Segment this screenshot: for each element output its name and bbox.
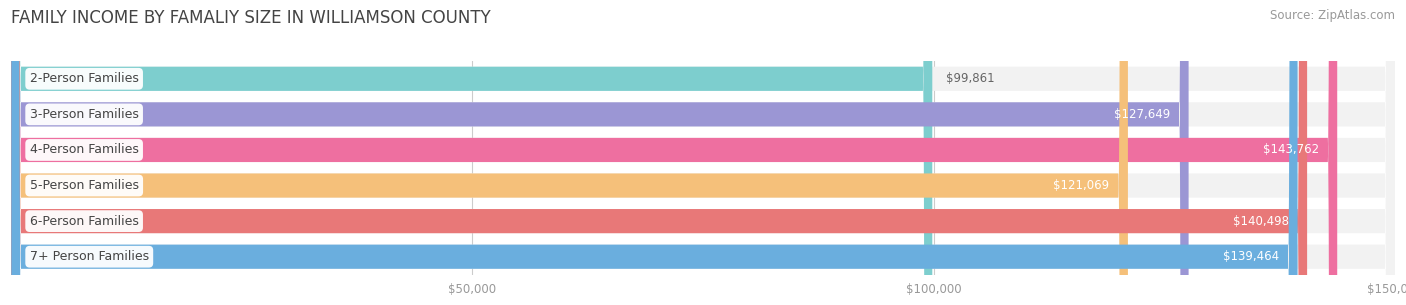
FancyBboxPatch shape xyxy=(11,0,1395,305)
FancyBboxPatch shape xyxy=(11,0,1395,305)
Text: 2-Person Families: 2-Person Families xyxy=(30,72,139,85)
FancyBboxPatch shape xyxy=(11,0,1337,305)
Text: $127,649: $127,649 xyxy=(1114,108,1170,121)
FancyBboxPatch shape xyxy=(11,0,1128,305)
Text: $99,861: $99,861 xyxy=(946,72,995,85)
Text: 4-Person Families: 4-Person Families xyxy=(30,143,139,156)
FancyBboxPatch shape xyxy=(11,0,1188,305)
FancyBboxPatch shape xyxy=(11,0,1298,305)
Text: 6-Person Families: 6-Person Families xyxy=(30,215,139,228)
Text: $140,498: $140,498 xyxy=(1233,215,1289,228)
FancyBboxPatch shape xyxy=(11,0,1395,305)
Text: 3-Person Families: 3-Person Families xyxy=(30,108,139,121)
Text: $121,069: $121,069 xyxy=(1053,179,1109,192)
FancyBboxPatch shape xyxy=(11,0,1395,305)
Text: FAMILY INCOME BY FAMALIY SIZE IN WILLIAMSON COUNTY: FAMILY INCOME BY FAMALIY SIZE IN WILLIAM… xyxy=(11,9,491,27)
FancyBboxPatch shape xyxy=(11,0,1308,305)
FancyBboxPatch shape xyxy=(11,0,1395,305)
Text: 7+ Person Families: 7+ Person Families xyxy=(30,250,149,263)
FancyBboxPatch shape xyxy=(11,0,1395,305)
Text: $139,464: $139,464 xyxy=(1223,250,1279,263)
Text: 5-Person Families: 5-Person Families xyxy=(30,179,139,192)
Text: $143,762: $143,762 xyxy=(1263,143,1319,156)
Text: Source: ZipAtlas.com: Source: ZipAtlas.com xyxy=(1270,9,1395,22)
FancyBboxPatch shape xyxy=(11,0,932,305)
